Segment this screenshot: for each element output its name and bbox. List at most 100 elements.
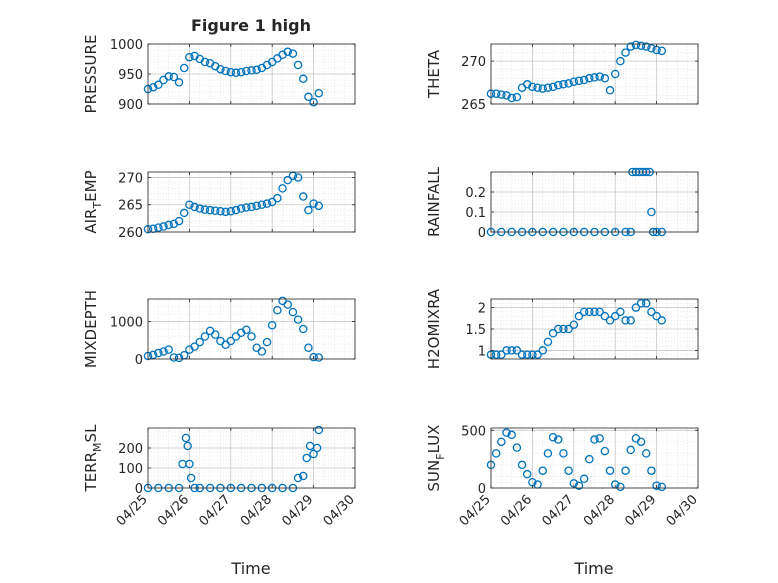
data-point [621,316,630,325]
data-point [283,47,292,57]
data-point [154,223,163,232]
data-point [616,56,625,66]
data-point [221,66,230,76]
axes-box [147,427,356,489]
data-point [491,89,501,98]
data-point [278,184,287,193]
data-point [159,222,168,231]
data-point [273,193,282,203]
data-point [631,303,641,312]
data-series [486,40,667,103]
data-point [569,77,579,86]
axes-box [490,43,699,105]
data-point [179,208,189,218]
data-point [564,466,573,475]
x-tick-label: 04/30 [664,492,701,529]
data-point [595,434,604,443]
y-tick-label: 2 [478,302,486,317]
data-point [273,305,282,315]
data-point [309,97,318,107]
data-point [312,443,322,453]
data-point [642,42,651,51]
data-point [636,299,646,308]
data-point [574,481,584,490]
data-point [216,207,225,216]
data-point [174,216,184,226]
data-point [595,72,604,81]
axes-panel-8: 0 500 04/25 04/26 04/27 04/28 04/29 04/30 SUNFLU… [425,424,701,529]
data-point [548,82,558,92]
y-tick-label: 900 [118,98,143,113]
data-point [600,446,610,456]
data-point [642,449,651,458]
data-point [293,315,303,324]
axes-box [147,298,356,360]
data-point [226,207,236,216]
data-point [543,449,553,458]
data-point [657,482,667,492]
data-series [143,296,324,363]
data-point [195,204,204,213]
y-tick-label: 950 [118,68,143,83]
data-point [559,449,568,458]
data-point [533,83,542,92]
data-point [257,347,267,356]
data-point [605,466,615,475]
data-point [200,205,210,214]
data-point [621,48,630,57]
data-point [221,207,230,217]
data-point [304,205,313,215]
data-point [554,435,563,444]
data-point [293,60,303,70]
data-point [626,316,635,325]
data-point [195,337,204,347]
data-point [657,46,667,56]
data-point [211,330,220,339]
axes-panel-5: 0 1000 MIXDEPTH [82,290,356,368]
data-point [304,92,313,102]
y-tick-label: 260 [118,226,143,241]
y-tick-label: 0 [135,482,143,497]
data-point [262,337,272,347]
data-point [252,201,261,211]
data-point [574,76,584,86]
y-axis-label: H2OMIXRA [425,288,443,369]
data-point [522,350,532,359]
data-point [252,65,261,75]
data-point [528,82,537,92]
data-point [164,220,173,230]
data-point [610,311,620,321]
data-point [181,433,191,443]
data-point [185,459,194,469]
data-point [543,337,553,347]
x-tick-label: 04/29 [279,492,316,529]
y-axis-label: AIRTEMP [82,170,104,233]
y-axis-label: PRESSURE [82,35,100,114]
data-point [517,350,527,359]
x-tick-label: 04/27 [540,492,577,529]
data-point [314,201,324,211]
data-point [512,443,522,452]
axes-panel-2: 265 270 THETA [425,40,699,113]
y-tick-label: 0.1 [465,206,486,221]
y-tick-label: 1 [478,344,486,359]
data-point [298,74,308,84]
data-point [154,348,163,358]
y-tick-label: 0 [478,226,486,241]
data-point [502,91,511,100]
data-point [554,324,563,334]
axes-box [490,427,699,489]
data-point [642,299,651,308]
y-axis-label: RAINFALL [425,166,443,237]
data-point [605,86,615,95]
data-point [585,74,594,83]
data-point [309,352,318,362]
data-point [314,88,324,98]
data-point [621,466,630,475]
data-point [579,75,589,85]
data-point [497,90,506,99]
data-point [236,204,246,213]
data-point [590,307,599,317]
data-point [657,316,667,325]
